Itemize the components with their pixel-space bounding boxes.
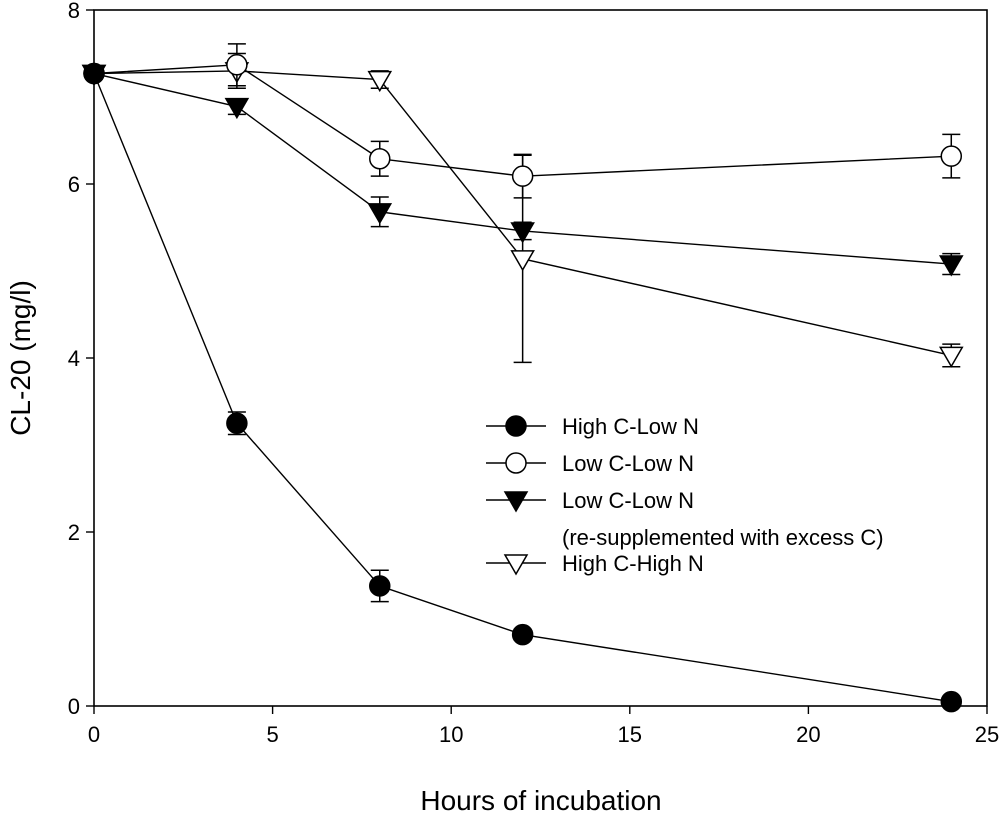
series-layer (81, 43, 964, 713)
legend: High C-Low N Low C-Low N Low C-Low N (re-su… (486, 414, 884, 576)
legend-marker (503, 554, 529, 576)
y-tick-label: 2 (68, 520, 80, 545)
data-point (367, 70, 393, 93)
axes: 0 5 10 15 20 25 0 2 4 6 8 (68, 0, 999, 747)
data-point (369, 575, 391, 597)
legend-item: High C-High N (486, 551, 704, 576)
data-point (367, 203, 393, 225)
legend-item: Low C-Low N (486, 451, 694, 476)
data-point (938, 346, 964, 368)
data-point (510, 250, 535, 272)
data-point (510, 222, 535, 244)
data-point (224, 97, 250, 120)
data-point (511, 623, 534, 646)
x-tick-label: 25 (975, 722, 999, 747)
data-point (226, 412, 248, 434)
x-tick-label: 0 (88, 722, 100, 747)
legend-label: Low C-Low N (562, 451, 694, 476)
y-tick-label: 4 (68, 346, 80, 371)
data-point (369, 148, 391, 170)
y-axis-title: CL-20 (mg/l) (5, 280, 36, 436)
legend-item: Low C-Low N (re-supplemented with excess … (486, 488, 884, 550)
data-point (83, 62, 105, 85)
y-tick-label: 0 (68, 694, 80, 719)
data-point (940, 145, 963, 167)
legend-marker (505, 452, 527, 474)
series-4 (81, 52, 964, 368)
y-tick-label: 8 (68, 0, 80, 23)
data-point (226, 54, 248, 76)
x-tick-label: 15 (618, 722, 642, 747)
legend-label: High C-Low N (562, 414, 699, 439)
x-axis-title: Hours of incubation (420, 785, 661, 816)
x-tick-label: 20 (796, 722, 820, 747)
legend-marker (505, 415, 527, 437)
y-tick-label: 6 (68, 172, 80, 197)
legend-label-line2: (re-supplemented with excess C) (562, 525, 884, 550)
data-point (511, 165, 534, 187)
x-tick-label: 10 (439, 722, 463, 747)
data-point (940, 690, 963, 713)
legend-label: Low C-Low N (562, 488, 694, 513)
series-2 (83, 43, 963, 199)
legend-label: High C-High N (562, 551, 704, 576)
data-point (938, 255, 964, 277)
legend-marker (503, 491, 529, 513)
x-tick-label: 5 (266, 722, 278, 747)
legend-item: High C-Low N (486, 414, 699, 439)
series-1 (83, 62, 963, 713)
